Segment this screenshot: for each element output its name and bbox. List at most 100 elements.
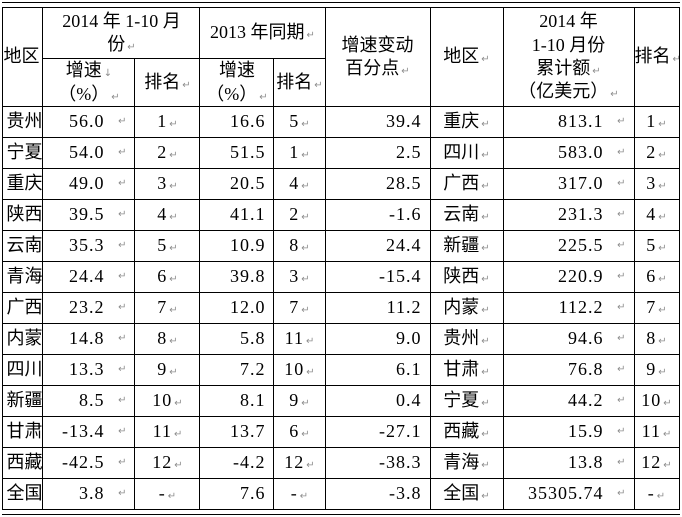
cell-rank-2014: 11 ↵ <box>134 416 201 448</box>
cell-value: 13.8 <box>568 452 604 473</box>
pilcrow-icon: ↵ <box>118 178 127 190</box>
cell-rank-2013: - ↵ <box>273 478 326 510</box>
cell-value: 2 <box>289 204 300 225</box>
cell-value: 9 <box>157 359 168 380</box>
cell-value: 2 <box>646 142 657 163</box>
cell-value: 12.0 <box>229 297 266 318</box>
header-rank-right: 排名↵ <box>633 7 680 107</box>
cell-rank-right: 4 ↵ <box>633 199 680 231</box>
pilcrow-icon: ↵ <box>299 491 309 503</box>
cell-growth-2013: -4.2 <box>199 447 275 479</box>
pilcrow-icon: ↵ <box>481 181 490 193</box>
cell-region-right: 四川 ↵ <box>429 137 504 169</box>
cell-growth-2014: 39.5 ↵ <box>42 199 136 231</box>
header-label: 2014 年 1-10 月 <box>62 10 181 31</box>
cell-growth-2013: 8.1 <box>199 385 275 417</box>
cell-value: 15.9 <box>568 421 604 442</box>
pilcrow-icon: ↵ <box>617 457 626 469</box>
pilcrow-icon: ↵ <box>118 147 127 159</box>
cell-value: 2 <box>157 142 168 163</box>
cell-value: 9 <box>289 390 300 411</box>
table-row: 内蒙↵14.8↵8↵5.811↵9.0贵州↵94.6↵8↵ <box>2 323 680 355</box>
pilcrow-icon: ↵ <box>617 333 626 345</box>
cell-growth-2014: 54.0 ↵ <box>42 137 136 169</box>
cell-value: 11.2 <box>386 297 422 318</box>
pilcrow-icon: ↵ <box>301 119 310 131</box>
pilcrow-icon: ↵ <box>617 364 626 376</box>
cell-value: 4 <box>646 204 657 225</box>
pilcrow-icon: ↵ <box>481 336 490 348</box>
cell-value: -38.3 <box>379 452 422 473</box>
cell-value: 4 <box>289 173 300 194</box>
cell-value: 重庆 <box>443 111 480 132</box>
pilcrow-icon: ↵ <box>658 305 667 317</box>
cell-value: 内蒙 <box>6 328 43 349</box>
cell-region-left: 青海↵ <box>2 261 44 293</box>
cell-region-left: 新疆↵ <box>2 385 44 417</box>
cell-region-left: 贵州↵ <box>2 106 44 138</box>
cell-value: 14.8 <box>68 328 105 349</box>
cell-change: 9.0 <box>324 323 431 355</box>
cell-rank-2013: 4 ↵ <box>273 168 326 200</box>
cell-growth-2013: 41.1 <box>199 199 275 231</box>
cell-value: 16.6 <box>229 111 266 132</box>
pilcrow-icon: ↵ <box>481 212 490 224</box>
cell-value: 广西 <box>443 173 480 194</box>
table-row: 陕西↵39.5↵4↵41.12↵-1.6云南↵231.3↵4↵ <box>2 199 680 231</box>
cell-value: 41.1 <box>229 204 266 225</box>
cell-region-right: 全国 ↵ <box>429 478 504 510</box>
cell-value: 94.6 <box>568 328 604 349</box>
cell-rank-right: 7 ↵ <box>633 292 680 324</box>
cell-rank-2014: 10 ↵ <box>134 385 201 417</box>
cell-change: 28.5 <box>324 168 431 200</box>
pilcrow-icon: ↵ <box>658 181 667 193</box>
pilcrow-icon: ↵ <box>481 119 490 131</box>
cell-value: 7.6 <box>239 483 266 504</box>
pilcrow-icon: ↵ <box>301 181 310 193</box>
cell-region-right: 青海 ↵ <box>429 447 504 479</box>
cell-change: 2.5 <box>324 137 431 169</box>
cell-rank-right: 5 ↵ <box>633 230 680 262</box>
pilcrow-icon: ↵ <box>301 429 310 441</box>
cell-amount: 13.8 ↵ <box>502 447 635 479</box>
cell-value: 11 <box>284 328 304 349</box>
cell-region-left: 云南↵ <box>2 230 44 262</box>
cell-change: -38.3 <box>324 447 431 479</box>
cell-rank-2014: 12 ↵ <box>134 447 201 479</box>
pilcrow-icon: ↵ <box>617 395 626 407</box>
cell-change: -15.4 <box>324 261 431 293</box>
cell-value: 6 <box>646 266 657 287</box>
cell-value: 全国 <box>443 483 480 504</box>
cell-change: 11.2 <box>324 292 431 324</box>
pilcrow-icon: ↵ <box>301 398 310 410</box>
cell-value: 3 <box>289 266 300 287</box>
pilcrow-icon: ↵ <box>118 395 127 407</box>
header-label: 地区 <box>3 46 40 67</box>
cell-growth-2014: 35.3 ↵ <box>42 230 136 262</box>
table-row: 全国↵3.8↵-↵7.6-↵-3.8全国↵35305.74↵-↵ <box>2 478 680 510</box>
table-row: 西藏↵-42.5↵12↵-4.212↵-38.3青海↵13.8↵12↵ <box>2 447 680 479</box>
cell-value: 2.5 <box>396 142 422 163</box>
cell-region-left: 四川↵ <box>2 354 44 386</box>
cell-value: 12 <box>284 452 305 473</box>
cell-value: 10 <box>152 390 173 411</box>
pilcrow-icon: ↵ <box>169 119 178 131</box>
cell-value: 583.0 <box>558 142 604 163</box>
header-change: 增速变动 百分点 ↵ <box>324 7 431 107</box>
cell-rank-2014: 8 ↵ <box>134 323 201 355</box>
cell-value: 7 <box>646 297 657 318</box>
cell-value: - <box>158 483 166 504</box>
pilcrow-icon: ↵ <box>169 212 178 224</box>
cell-growth-2014: 14.8 ↵ <box>42 323 136 355</box>
cell-amount: 112.2 ↵ <box>502 292 635 324</box>
cell-value: 76.8 <box>568 359 604 380</box>
pilcrow-icon: ↵ <box>481 274 490 286</box>
header-label: 排名 <box>634 46 671 67</box>
cell-region-right: 云南 ↵ <box>429 199 504 231</box>
cell-value: 7 <box>157 297 168 318</box>
cell-value: 5 <box>157 235 168 256</box>
pilcrow-icon: ↵ <box>658 243 667 255</box>
cell-value: 贵州 <box>6 111 43 132</box>
